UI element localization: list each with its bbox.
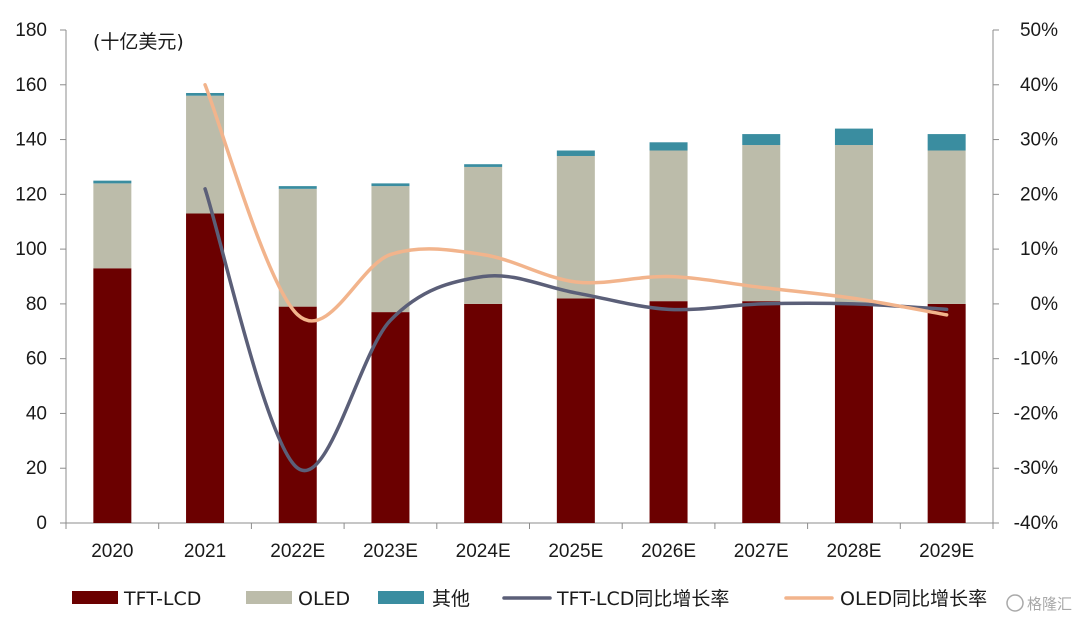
y-left-tick-label: 120 [15, 184, 47, 205]
legend-swatch-tft-lcd [72, 591, 118, 604]
bar-other [927, 134, 966, 151]
tick-labels: 0 20 40 60 80 100 120 140 160 180 -40% -30% -20% -10%… [15, 20, 1058, 562]
x-tick-label: 2025E [548, 541, 603, 562]
y-left-tick-label: 160 [15, 75, 47, 96]
y-right-tick-label: -30% [1014, 458, 1058, 479]
y-right-tick-label: -20% [1014, 403, 1058, 424]
bar-oled [927, 150, 966, 304]
bar-oled [186, 95, 225, 214]
bar-oled [464, 166, 503, 304]
bar-tft-lcd [371, 312, 410, 523]
y-right-tick-label: -10% [1014, 349, 1058, 370]
legend-label-other: 其他 [432, 588, 470, 610]
y-right-tick-label: 0% [1031, 294, 1059, 315]
lines [203, 83, 949, 473]
y-right-tick-label: -40% [1014, 513, 1058, 534]
x-tick-label: 2020 [91, 541, 133, 562]
legend-label-oled: OLED [298, 588, 350, 610]
legend-swatch-other [378, 591, 424, 604]
x-tick-label: 2029E [919, 541, 974, 562]
legend-label-tft-lcd: TFT-LCD [123, 588, 201, 610]
y-left-tick-label: 0 [36, 513, 47, 534]
bar-other [464, 164, 503, 167]
x-tick-label: 2023E [363, 541, 418, 562]
watermark-text: 格隆汇 [1027, 595, 1072, 613]
legend: TFT-LCD OLED 其他 TFT-LCD同比增长率 OLED同比增长率 [72, 588, 987, 610]
bar-other [186, 92, 225, 96]
bar-tft-lcd [927, 303, 966, 523]
y-left-tick-label: 60 [26, 349, 47, 370]
line-tft-lcd-growth [203, 187, 949, 473]
bar-other [556, 150, 595, 156]
y-right-tick-label: 20% [1020, 184, 1058, 205]
x-tick-label: 2022E [270, 541, 325, 562]
bar-tft-lcd [278, 306, 317, 523]
bar-oled [93, 183, 132, 269]
bar-tft-lcd [464, 303, 503, 523]
bar-other [834, 128, 873, 146]
bar-oled [278, 188, 317, 307]
unit-label: (十亿美元) [93, 31, 184, 53]
bar-tft-lcd [186, 213, 225, 523]
legend-swatch-oled [246, 591, 292, 604]
x-tick-label: 2021 [184, 541, 226, 562]
bar-oled [834, 145, 873, 304]
bar-other [649, 142, 688, 151]
y-right-tick-label: 10% [1020, 239, 1058, 260]
bar-tft-lcd [649, 301, 688, 523]
y-left-tick-label: 40 [26, 403, 47, 424]
y-right-tick-label: 50% [1020, 20, 1058, 41]
y-left-tick-label: 20 [26, 458, 47, 479]
y-left-tick-label: 140 [15, 130, 47, 151]
x-tick-label: 2028E [826, 541, 881, 562]
y-left-tick-label: 180 [15, 20, 47, 41]
legend-label-tft-lcd-growth: TFT-LCD同比增长率 [556, 588, 729, 610]
watermark: 格隆汇 [1006, 594, 1072, 613]
y-left-tick-label: 80 [26, 294, 47, 315]
bar-oled [742, 145, 781, 302]
bar-tft-lcd [93, 268, 132, 523]
watermark-logo-icon [1006, 594, 1024, 612]
bar-tft-lcd [742, 301, 781, 523]
x-tick-label: 2026E [641, 541, 696, 562]
y-right-tick-label: 40% [1020, 75, 1058, 96]
bars [93, 92, 966, 523]
y-right-tick-label: 30% [1020, 130, 1058, 151]
bar-other [371, 183, 410, 187]
x-tick-label: 2024E [456, 541, 511, 562]
legend-label-oled-growth: OLED同比增长率 [840, 588, 987, 610]
bar-other [742, 134, 781, 146]
bar-other [278, 186, 317, 189]
bar-tft-lcd [556, 298, 595, 523]
y-left-tick-label: 100 [15, 239, 47, 260]
x-tick-label: 2027E [734, 541, 789, 562]
bar-oled [556, 155, 595, 299]
bar-tft-lcd [834, 303, 873, 523]
bar-oled [371, 186, 410, 313]
line-oled-growth [203, 83, 949, 323]
bar-other [93, 180, 132, 184]
